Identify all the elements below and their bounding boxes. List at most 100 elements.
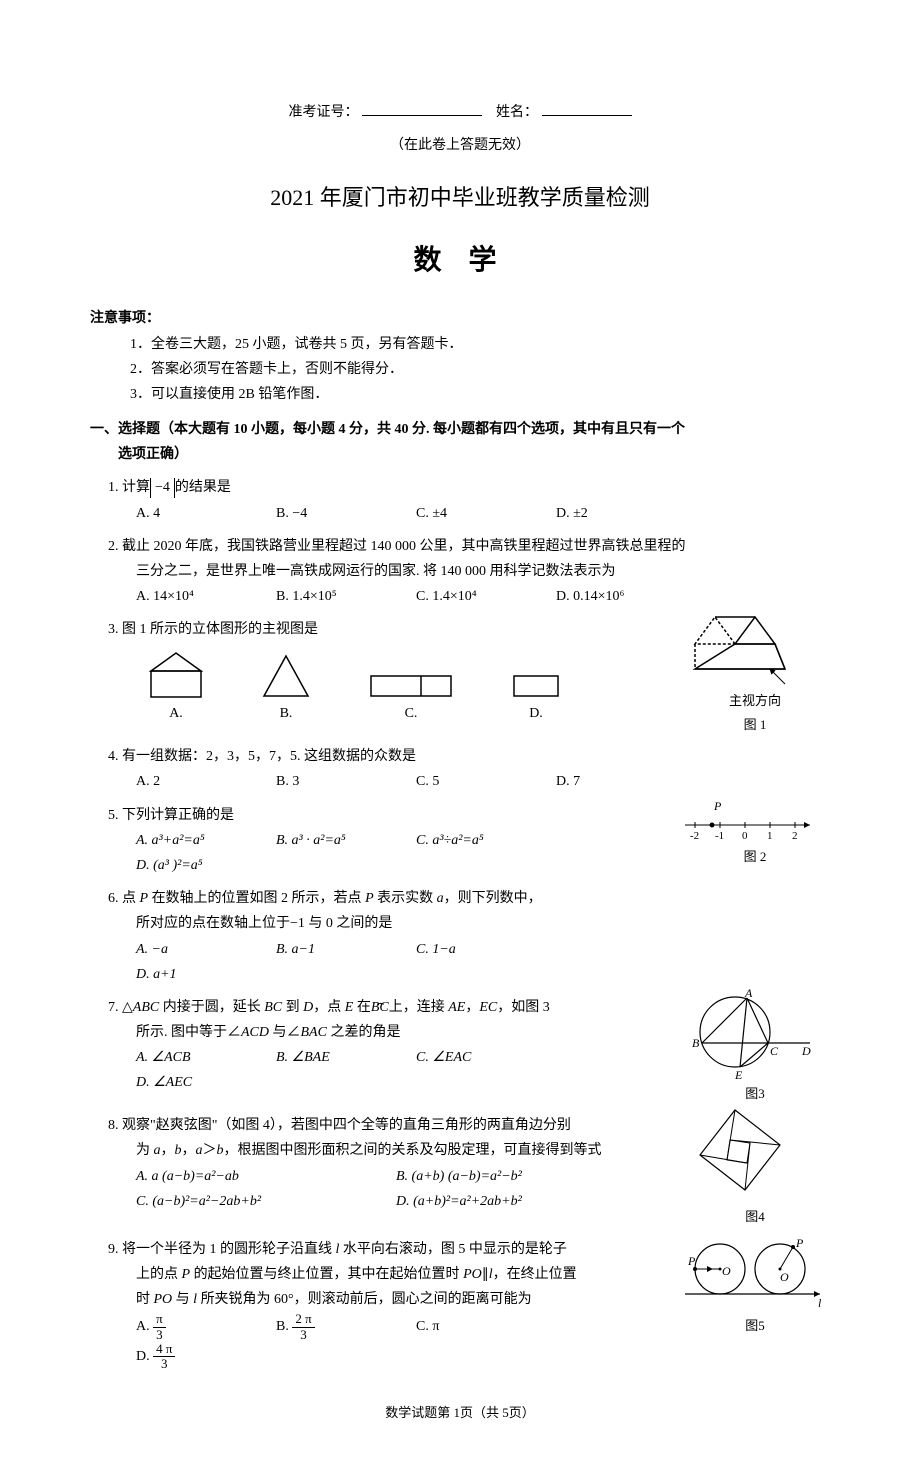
q7-caption: 图3 <box>680 1082 830 1105</box>
q7-t2-pre: 所示. 图中等于∠ <box>136 1025 241 1040</box>
notice-head: 注意事项： <box>90 306 830 331</box>
q3-fig-c: C. <box>366 651 456 726</box>
option-c: C. 1.4×10⁴ <box>416 584 556 609</box>
q8-t2-post: ，根据图中图形面积之间的关系及勾股定理，可直接得到等式 <box>224 1143 602 1158</box>
q7-ae: AE <box>448 1000 465 1015</box>
axis-P: P <box>713 799 722 813</box>
option-d: D. (a³ )²=a⁵ <box>136 853 276 878</box>
question-56-row: 5. 下列计算正确的是 A. a³+a²=a⁵ B. a³ · a²=a⁵ C.… <box>90 795 830 987</box>
q3-caption2: 图 1 <box>680 713 830 736</box>
exam-id-label: 准考证号： <box>289 105 359 120</box>
notice-item: 1．全卷三大题，25 小题，试卷共 5 页，另有答题卡． <box>130 332 830 357</box>
q7-d: D <box>303 1000 313 1015</box>
option-a: A. a (a−b)=a²−ab <box>136 1164 396 1189</box>
q6-caption: 图 2 <box>680 845 830 868</box>
question-8-row: 8. 观察"赵爽弦图"（如图 4），若图中四个全等的直角三角形的两直角边分别 为… <box>90 1105 830 1228</box>
invalid-note: （在此卷上答题无效） <box>90 133 830 158</box>
notice-item: 3．可以直接使用 2B 铅笔作图． <box>130 382 830 407</box>
triangle-icon <box>256 651 316 701</box>
q7-bac: BAC <box>301 1025 327 1040</box>
question-3: 3. 图 1 所示的立体图形的主视图是 A. B. <box>90 617 680 725</box>
q8-t2-pre: 为 <box>136 1143 154 1158</box>
notice-list: 1．全卷三大题，25 小题，试卷共 5 页，另有答题卡． 2．答案必须写在答题卡… <box>90 332 830 408</box>
axis-tick: 0 <box>742 830 748 842</box>
q3-label-b: B. <box>256 701 316 726</box>
q6-mid2: 表示实数 <box>374 891 437 906</box>
q6-pre: 6. 点 <box>108 891 140 906</box>
q8-text1: 8. 观察"赵爽弦图"（如图 4），若图中四个全等的直角三角形的两直角边分别 <box>108 1113 680 1138</box>
svg-text:D: D <box>801 1044 811 1058</box>
section-1-line1: 一、选择题（本大题有 10 小题，每小题 4 分，共 40 分. 每小题都有四个… <box>90 422 685 437</box>
option-a: A. π3 <box>136 1312 276 1342</box>
question-4: 4. 有一组数据：2，3，5，7，5. 这组数据的众数是 A. 2 B. 3 C… <box>90 744 830 794</box>
q3-text: 3. 图 1 所示的立体图形的主视图是 <box>108 617 680 642</box>
q6-figure: P -2 -1 0 1 2 图 2 <box>680 795 830 987</box>
rolling-circle-icon: P O P O l <box>680 1229 830 1314</box>
option-a: A. a³+a²=a⁵ <box>136 828 276 853</box>
svg-text:O: O <box>780 1270 789 1284</box>
q1-pre: 1. 计算 <box>108 480 150 495</box>
question-9-row: 9. 将一个半径为 1 的圆形轮子沿直线 l 水平向右滚动，图 5 中显示的是轮… <box>90 1229 830 1372</box>
name-blank <box>542 102 632 116</box>
subject-title: 数 学 <box>90 236 830 286</box>
option-b: B. (a+b) (a−b)=a²−b² <box>396 1164 656 1189</box>
q7-ec: EC <box>479 1000 497 1015</box>
header: 准考证号： 姓名： （在此卷上答题无效） 2021 年厦门市初中毕业班教学质量检… <box>90 100 830 286</box>
option-b: B. 2 π3 <box>276 1312 416 1342</box>
option-c: C. (a−b)²=a²−2ab+b² <box>136 1189 396 1214</box>
option-d: D. ∠AEC <box>136 1070 276 1095</box>
question-9: 9. 将一个半径为 1 的圆形轮子沿直线 l 水平向右滚动，图 5 中显示的是轮… <box>90 1237 680 1372</box>
svg-text:l: l <box>818 1296 822 1310</box>
question-5: 5. 下列计算正确的是 A. a³+a²=a⁵ B. a³ · a²=a⁵ C.… <box>90 803 680 879</box>
option-a: A. −a <box>136 937 276 962</box>
option-a: A. 4 <box>136 501 276 526</box>
q7-mid6: ， <box>465 1000 479 1015</box>
q3-fig-a: A. <box>146 651 206 726</box>
svg-text:A: A <box>744 987 753 1000</box>
q7-mid2: 到 <box>282 1000 303 1015</box>
q9-caption: 图5 <box>680 1314 830 1337</box>
rect-icon <box>506 651 566 701</box>
house-icon <box>146 651 206 701</box>
svg-text:P: P <box>795 1236 804 1250</box>
abs-value: −4 <box>150 478 175 498</box>
section-1-head: 一、选择题（本大题有 10 小题，每小题 4 分，共 40 分. 每小题都有四个… <box>90 417 830 467</box>
question-1: 1. 计算−4的结果是 A. 4 B. −4 C. ±4 D. ±2 <box>90 475 830 525</box>
option-b: B. a³ · a²=a⁵ <box>276 828 416 853</box>
question-7-row: 7. △ABC 内接于圆，延长 BC 到 D，点 E 在BC上，连接 AE，EC… <box>90 987 830 1105</box>
q6-a: a <box>437 891 444 906</box>
q7-mid4: 在 <box>353 1000 371 1015</box>
option-d: D. 7 <box>556 769 696 794</box>
q7-post: ，如图 3 <box>497 1000 550 1015</box>
q7-figure: A B C D E 图3 <box>680 987 830 1105</box>
q7-bc: BC <box>264 1000 282 1015</box>
q9-pre: 9. 将一个半径为 1 的圆形轮子沿直线 <box>108 1242 336 1257</box>
question-6: 6. 点 P 在数轴上的位置如图 2 所示，若点 P 表示实数 a，则下列数中，… <box>90 886 680 987</box>
option-c: C. ±4 <box>416 501 556 526</box>
option-b: B. −4 <box>276 501 416 526</box>
section-1-line2: 选项正确） <box>90 442 830 467</box>
exam-id-blank <box>362 102 482 116</box>
q3-label-d: D. <box>506 701 566 726</box>
option-d: D. a+1 <box>136 962 276 987</box>
axis-tick: -2 <box>690 830 699 842</box>
q5-text: 5. 下列计算正确的是 <box>108 803 680 828</box>
option-c: C. ∠EAC <box>416 1045 556 1070</box>
q8-caption: 图4 <box>680 1205 830 1228</box>
q7-arc: BC <box>371 1000 389 1015</box>
q3-caption1: 主视方向 <box>680 689 830 712</box>
q1-post: 的结果是 <box>175 480 231 495</box>
q7-t2-mid: 与∠ <box>269 1025 301 1040</box>
zhaoshuang-icon <box>680 1105 790 1205</box>
prism-icon <box>680 609 800 689</box>
page-footer: 数学试题第 1页（共 5页） <box>90 1401 830 1424</box>
q9-figure: P O P O l 图5 <box>680 1229 830 1372</box>
option-a: A. 2 <box>136 769 276 794</box>
q7-pre: 7. △ <box>108 1000 133 1015</box>
q3-right-figure: 主视方向 图 1 <box>680 609 830 736</box>
q3-fig-d: D. <box>506 651 566 726</box>
q7-t2-post: 之差的角是 <box>327 1025 401 1040</box>
option-c: C. π <box>416 1314 556 1339</box>
option-d: D. 0.14×10⁶ <box>556 584 696 609</box>
svg-text:E: E <box>734 1068 743 1082</box>
